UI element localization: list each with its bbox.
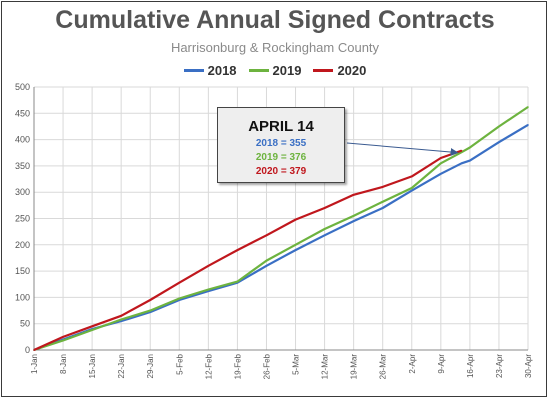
data-point-2018-5-Mar <box>294 249 297 251</box>
x-tick-label-5-Feb: 5-Feb <box>175 353 184 374</box>
y-tick-label-500: 500 <box>15 82 30 92</box>
x-tick-label-26-Feb: 26-Feb <box>262 353 271 379</box>
callout-line-2019: 2019 = 376 <box>255 152 307 163</box>
data-point-2020-19-Feb <box>236 249 239 251</box>
y-tick-label-150: 150 <box>15 266 30 276</box>
data-point-2018-30-Apr <box>527 124 529 126</box>
data-point-2019-26-Mar <box>381 200 384 203</box>
y-tick-label-400: 400 <box>15 135 30 145</box>
data-point-2020-12-Mar <box>323 207 326 209</box>
x-tick-label-30-Apr: 30-Apr <box>524 354 533 378</box>
data-point-2020-8-Jan <box>62 336 64 338</box>
legend-item-2019: 2019 <box>248 63 302 78</box>
legend-label-2018: 2018 <box>207 63 237 78</box>
callout-line-2018: 2018 = 355 <box>255 138 307 149</box>
data-point-2020-26-Feb <box>265 234 268 237</box>
chart-subtitle: Harrisonburg & Rockingham County <box>170 40 380 55</box>
data-point-2019-8-Jan <box>62 339 64 342</box>
legend-swatch-2020 <box>313 69 334 72</box>
data-point-2019-15-Jan <box>91 329 93 331</box>
data-point-2019-12-Mar <box>323 228 326 230</box>
x-tick-label-19-Feb: 19-Feb <box>233 353 242 379</box>
y-tick-label-450: 450 <box>15 108 30 118</box>
data-point-2019-22-Jan <box>120 318 122 321</box>
data-point-2019-19-Feb <box>236 280 239 283</box>
legend-item-2018: 2018 <box>183 63 237 78</box>
x-tick-label-22-Jan: 22-Jan <box>117 354 126 378</box>
data-point-2020-29-Jan <box>149 299 152 301</box>
y-tick-label-0: 0 <box>25 345 30 355</box>
data-point-2019-30-Apr <box>527 106 529 108</box>
x-tick-label-2-Apr: 2-Apr <box>408 354 417 374</box>
callout-line-2020: 2020 = 379 <box>255 166 307 177</box>
data-point-2018-23-Apr <box>498 141 500 144</box>
data-point-2020-19-Mar <box>352 194 355 196</box>
y-tick-label-50: 50 <box>20 319 30 329</box>
legend-swatch-2018 <box>183 69 204 72</box>
x-tick-label-9-Apr: 9-Apr <box>437 354 446 374</box>
data-point-2018-14-Apr <box>460 162 463 165</box>
chart-title: Cumulative Annual Signed Contracts <box>55 6 495 34</box>
callout-title: APRIL 14 <box>248 118 314 135</box>
data-point-2020-22-Jan <box>120 315 122 317</box>
annotation-callout: APRIL 14 2018 = 355 2019 = 376 2020 = 37… <box>217 107 345 183</box>
data-point-2018-19-Mar <box>352 220 355 222</box>
data-point-2020-1-Jan <box>33 349 35 351</box>
x-tick-label-23-Apr: 23-Apr <box>495 354 504 378</box>
data-point-2018-9-Apr <box>440 172 442 175</box>
annotation-arrow <box>346 142 459 157</box>
data-point-2019-5-Mar <box>294 244 297 246</box>
data-point-2020-2-Apr <box>410 175 413 178</box>
data-point-2020-14-Apr <box>460 149 463 152</box>
data-point-2019-29-Jan <box>149 309 152 312</box>
x-tick-label-29-Jan: 29-Jan <box>146 354 155 378</box>
legend-label-2019: 2019 <box>272 63 302 78</box>
data-point-2019-16-Apr <box>469 146 471 149</box>
x-tick-label-26-Mar: 26-Mar <box>379 354 388 380</box>
data-point-2020-26-Mar <box>381 186 384 188</box>
data-point-2019-5-Feb <box>178 297 181 300</box>
x-tick-label-16-Apr: 16-Apr <box>466 354 475 378</box>
x-tick-label-12-Mar: 12-Mar <box>321 354 330 380</box>
y-tick-label-350: 350 <box>15 161 30 171</box>
data-point-2018-16-Apr <box>469 159 471 162</box>
data-point-2020-9-Apr <box>440 157 442 159</box>
data-point-2020-5-Feb <box>178 281 181 284</box>
data-point-2019-2-Apr <box>410 187 413 189</box>
x-tick-label-12-Feb: 12-Feb <box>204 353 213 379</box>
series-line-2020 <box>33 149 462 352</box>
data-point-2020-12-Feb <box>207 265 210 267</box>
legend-swatch-2019 <box>248 69 269 72</box>
legend: 2018 2019 2020 <box>0 63 550 78</box>
data-point-2019-12-Feb <box>207 288 210 291</box>
y-tick-label-100: 100 <box>15 292 30 302</box>
data-point-2019-23-Apr <box>498 125 500 128</box>
legend-item-2020: 2020 <box>313 63 366 78</box>
legend-label-2020: 2020 <box>337 63 367 78</box>
y-tick-label-300: 300 <box>15 187 30 197</box>
data-point-2019-19-Mar <box>352 215 355 217</box>
data-point-2018-12-Mar <box>323 234 326 237</box>
y-tick-label-200: 200 <box>15 240 30 250</box>
y-tick-label-250: 250 <box>15 214 30 224</box>
x-tick-label-19-Mar: 19-Mar <box>350 354 359 380</box>
x-tick-label-8-Jan: 8-Jan <box>59 354 68 374</box>
data-point-2020-5-Mar <box>294 218 297 221</box>
data-point-2019-26-Feb <box>265 259 268 262</box>
data-point-2019-9-Apr <box>440 162 442 165</box>
x-tick-label-15-Jan: 15-Jan <box>88 354 97 378</box>
x-tick-label-5-Mar: 5-Mar <box>292 354 301 375</box>
x-tick-label-1-Jan: 1-Jan <box>30 354 39 374</box>
data-point-2018-26-Feb <box>265 265 268 267</box>
data-point-2018-26-Mar <box>381 207 384 209</box>
data-point-2018-2-Apr <box>410 189 413 192</box>
data-point-2020-15-Jan <box>91 325 93 328</box>
